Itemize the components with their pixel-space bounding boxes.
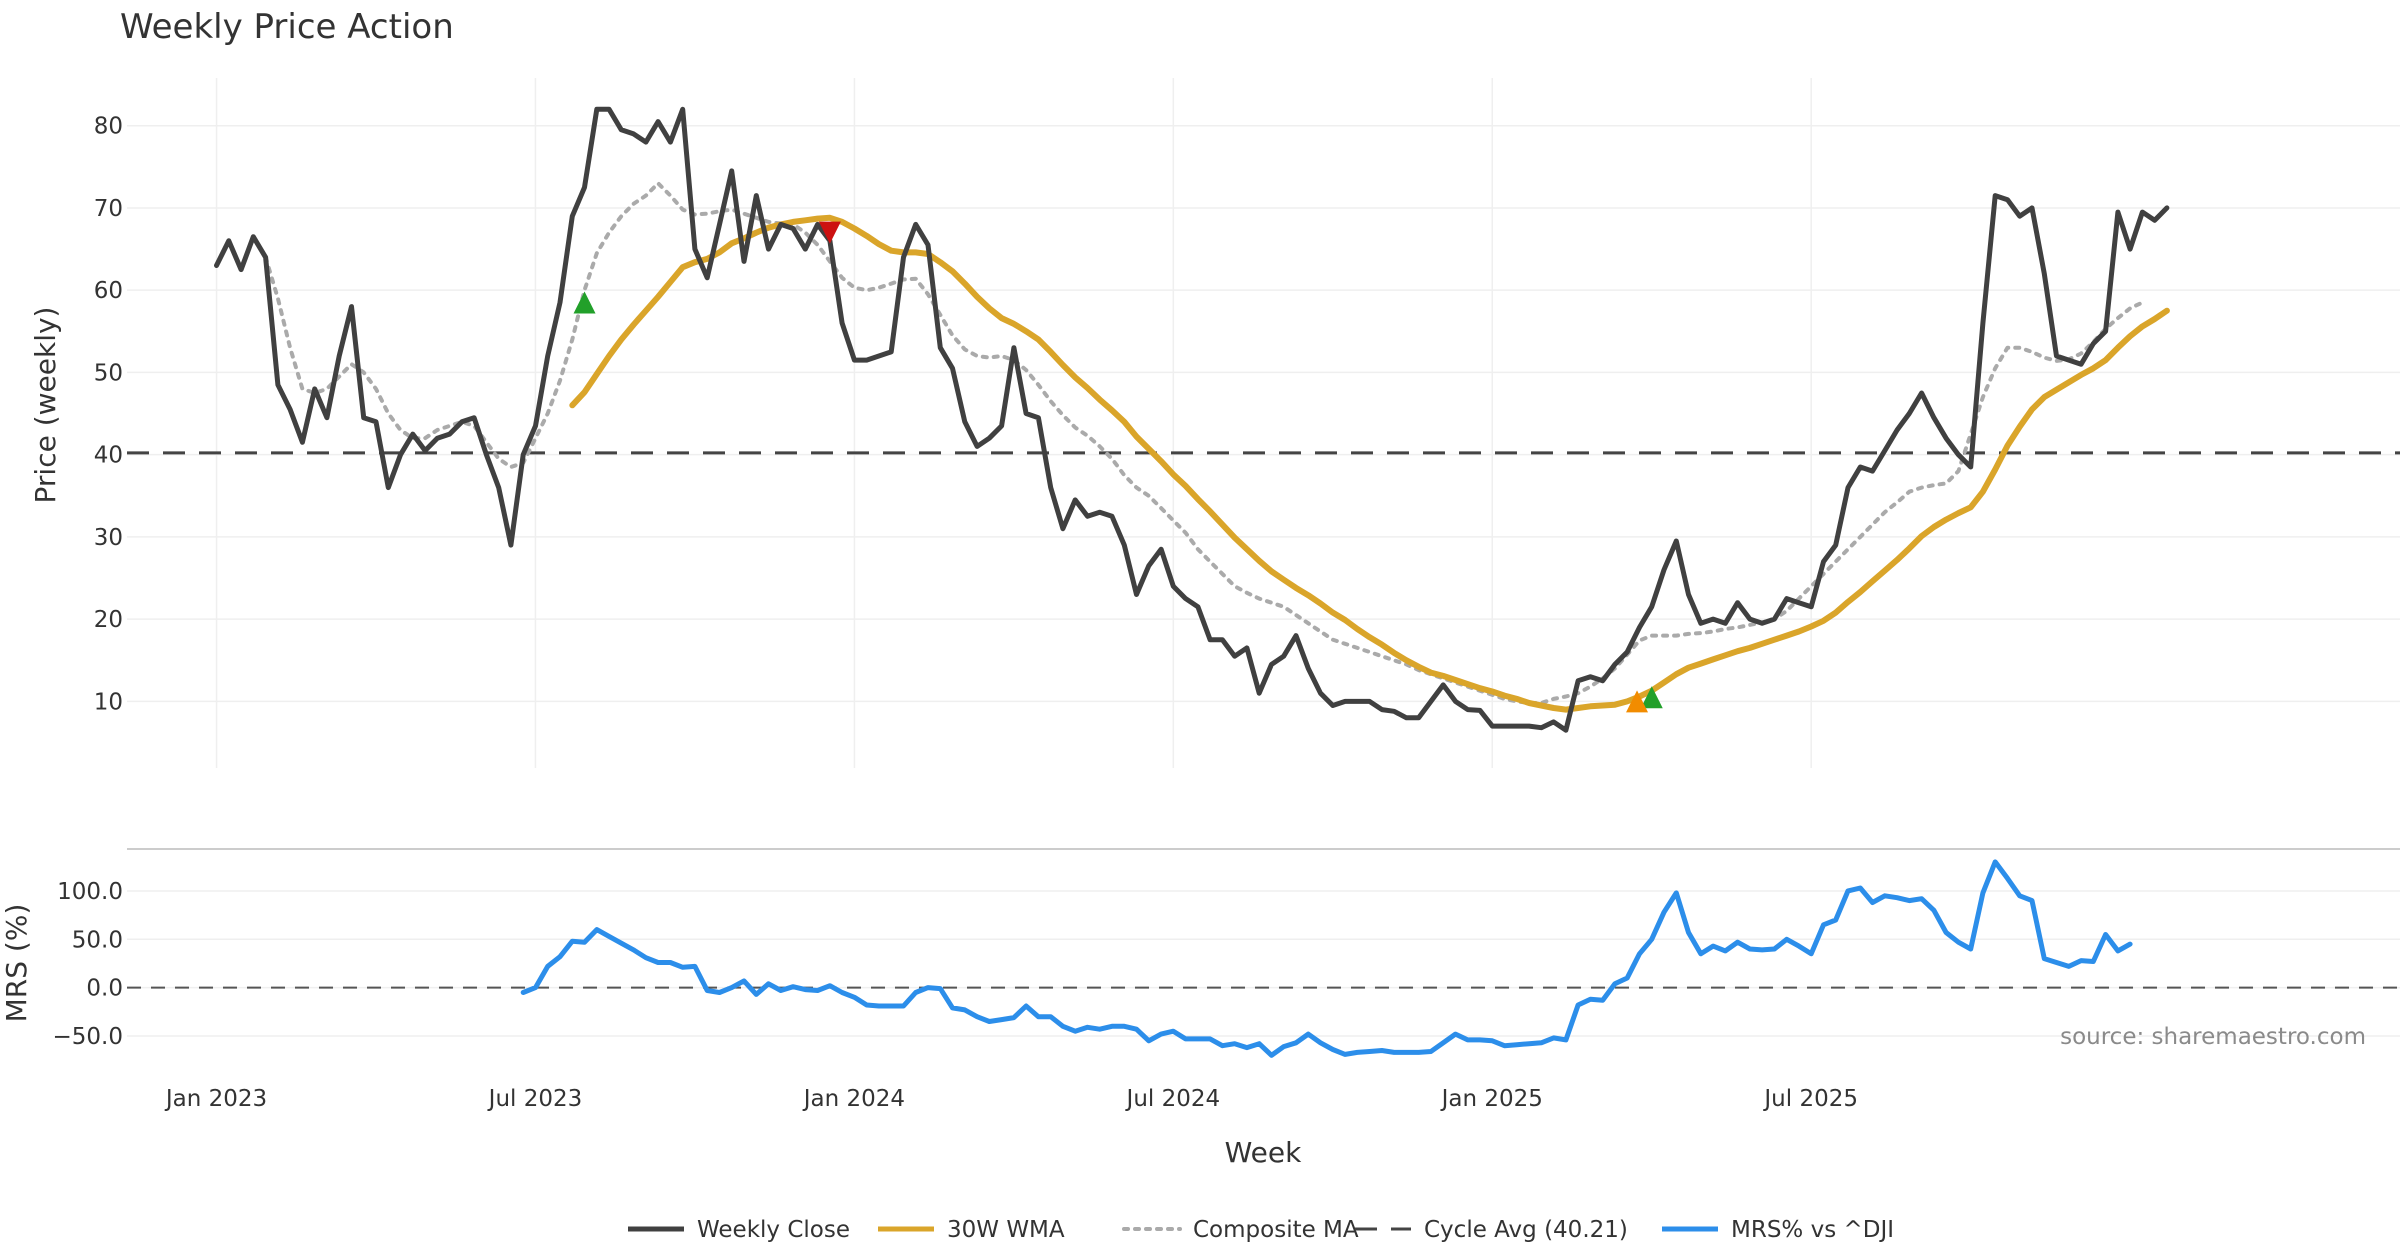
price-tick-label: 50 <box>94 360 123 386</box>
mrs-tick-label: 100.0 <box>57 879 123 905</box>
mrs-tick-label: 0.0 <box>86 976 123 1002</box>
price-gridlines <box>127 78 2400 768</box>
price-tick-label: 10 <box>94 689 123 715</box>
price-tick-label: 70 <box>94 196 123 222</box>
buy-signal-marker <box>573 291 596 314</box>
buy-signal-marker <box>1640 686 1663 709</box>
orange-signal-marker <box>1626 690 1649 713</box>
legend: Weekly Close 30W WMA Composite MA Cycle Avg… <box>628 1217 1894 1243</box>
composite-legend-label: Composite MA <box>1193 1217 1359 1243</box>
composite-ma-line <box>263 181 2145 705</box>
mrs-line <box>520 859 2133 1058</box>
x-tick-label: Jul 2025 <box>1762 1086 1858 1112</box>
weekly-close-line <box>214 106 2170 733</box>
source-note: source: sharemaestro.com <box>2060 1024 2366 1050</box>
wma-legend-label: 30W WMA <box>947 1217 1065 1243</box>
cycle-legend-label: Cycle Avg (40.21) <box>1424 1217 1628 1243</box>
sell-signal-marker <box>818 221 841 244</box>
mrs-legend-label: MRS% vs ^DJI <box>1731 1217 1894 1243</box>
price-tick-label: 40 <box>94 443 123 469</box>
x-tick-label: Jan 2024 <box>802 1086 905 1112</box>
x-axis-label: Week <box>1225 1136 1302 1169</box>
close-legend-label: Weekly Close <box>697 1217 850 1243</box>
signal-markers <box>573 221 1663 713</box>
x-axis: Jan 2023 Jul 2023 Jan 2024 Jul 2024 Jan 2025… <box>164 1086 1858 1112</box>
price-y-axis: 10 20 30 40 50 60 70 80 <box>94 114 123 716</box>
x-tick-label: Jan 2025 <box>1440 1086 1543 1112</box>
mrs-axis-label: MRS (%) <box>0 904 33 1023</box>
price-tick-label: 80 <box>94 114 123 140</box>
price-tick-label: 20 <box>94 607 123 633</box>
chart-title: Weekly Price Action <box>120 7 454 47</box>
mrs-tick-label: −50.0 <box>53 1024 123 1050</box>
x-tick-label: Jul 2024 <box>1125 1086 1221 1112</box>
price-axis-label: Price (weekly) <box>29 307 62 504</box>
wma-30w-line <box>569 214 2170 713</box>
x-tick-label: Jan 2023 <box>164 1086 267 1112</box>
mrs-tick-label: 50.0 <box>72 927 123 953</box>
price-tick-label: 30 <box>94 525 123 551</box>
mrs-y-axis: −50.0 0.0 50.0 100.0 <box>53 879 123 1050</box>
x-tick-label: Jul 2023 <box>487 1086 583 1112</box>
price-tick-label: 60 <box>94 278 123 304</box>
